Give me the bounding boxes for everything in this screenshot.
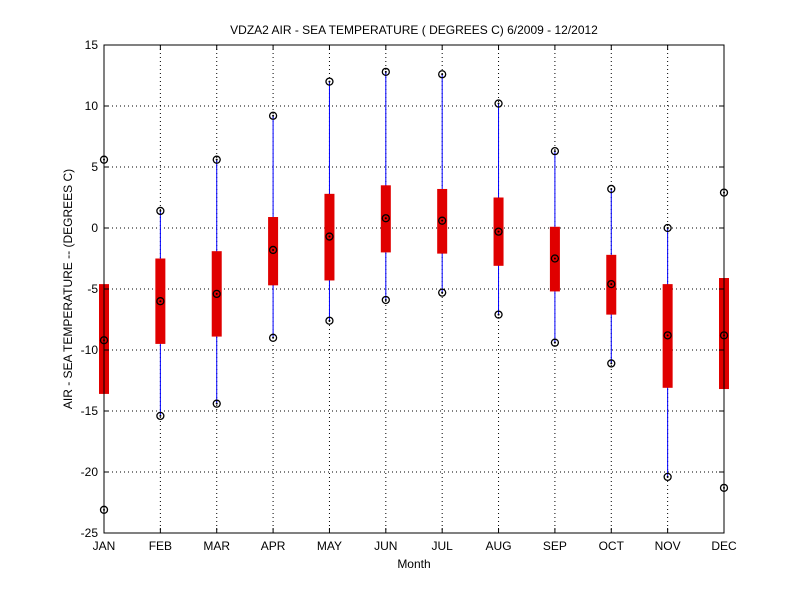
y-tick-label: -25: [81, 526, 99, 540]
median-marker-dot-mar: [215, 292, 218, 295]
median-marker-dot-nov: [666, 334, 669, 337]
median-marker-may: [325, 232, 334, 241]
iqr-box-apr: [268, 217, 279, 286]
max-marker-dot-aug: [497, 102, 500, 105]
x-axis-title: Month: [397, 557, 430, 571]
x-tick-label: MAY: [317, 539, 342, 553]
x-tick-label: NOV: [655, 539, 681, 553]
median-marker-dot-apr: [272, 248, 275, 251]
min-marker-nov: [663, 472, 672, 482]
y-tick-label: -20: [81, 465, 99, 479]
min-marker-dot-sep: [553, 341, 556, 344]
min-marker-dot-apr: [272, 336, 275, 339]
y-axis-title: AIR - SEA TEMPERATURE -- (DEGREES C): [61, 169, 75, 409]
min-marker-dot-feb: [159, 414, 162, 417]
max-marker-sep: [550, 146, 560, 156]
min-marker-aug: [494, 310, 503, 319]
x-tick-label: JUL: [432, 539, 454, 553]
x-tick-label: OCT: [599, 539, 625, 553]
median-marker-feb: [156, 297, 165, 306]
median-marker-jun: [381, 214, 390, 223]
min-marker-feb: [156, 411, 165, 421]
axis-ticks: -25 -20 -15 -10 -5 0 5 10 15 JAN FEB MAR APR MAY JUN JU…: [81, 38, 737, 553]
min-marker-jun: [381, 295, 390, 305]
min-marker-oct: [607, 359, 616, 368]
x-tick-label: AUG: [486, 539, 512, 553]
median-marker-mar: [212, 289, 221, 299]
x-tick-label: JAN: [93, 539, 116, 553]
max-marker-oct: [607, 184, 616, 194]
x-tick-label: DEC: [711, 539, 737, 553]
y-tick-label: 5: [91, 160, 98, 174]
median-marker-dot-aug: [497, 230, 500, 233]
y-tick-label: -5: [87, 282, 98, 296]
median-marker-oct: [607, 279, 616, 289]
median-marker-dot-sep: [553, 257, 556, 260]
max-marker-dot-jun: [384, 70, 387, 73]
max-marker-nov: [663, 223, 672, 233]
x-tick-label: APR: [261, 539, 286, 553]
median-marker-dot-jul: [441, 219, 444, 222]
median-marker-apr: [268, 245, 278, 255]
min-marker-mar: [212, 399, 221, 408]
median-marker-dot-oct: [610, 283, 613, 286]
max-marker-dot-mar: [215, 158, 218, 161]
median-marker-dot-feb: [159, 300, 162, 303]
max-marker-aug: [494, 99, 503, 108]
max-marker-mar: [212, 155, 221, 164]
x-tick-label: JUN: [374, 539, 397, 553]
min-marker-dot-oct: [610, 362, 613, 365]
min-marker-dot-mar: [215, 402, 218, 405]
min-marker-may: [325, 316, 334, 325]
median-marker-dot-jun: [384, 217, 387, 220]
max-marker-dot-jul: [441, 73, 444, 76]
max-marker-dot-sep: [553, 150, 556, 153]
median-marker-jul: [438, 216, 447, 225]
max-marker-jul: [438, 70, 447, 79]
y-tick-label: -10: [81, 343, 99, 357]
y-tick-label: 10: [85, 99, 99, 113]
y-tick-label: -15: [81, 404, 99, 418]
min-marker-dot-may: [328, 319, 331, 322]
chart-title: VDZA2 AIR - SEA TEMPERATURE ( DEGREES C)…: [230, 23, 598, 37]
max-marker-apr: [268, 111, 278, 120]
min-marker-dot-jun: [384, 298, 387, 301]
median-marker-aug: [494, 227, 503, 236]
max-marker-dot-feb: [159, 209, 162, 212]
median-marker-dot-may: [328, 235, 331, 238]
median-marker-nov: [663, 331, 672, 340]
y-tick-label: 15: [85, 38, 99, 52]
min-marker-dot-jul: [441, 291, 444, 294]
y-tick-label: 0: [91, 221, 98, 235]
max-marker-dot-oct: [610, 187, 613, 190]
min-marker-dot-aug: [497, 313, 500, 316]
max-marker-dot-may: [328, 80, 331, 83]
median-marker-sep: [550, 254, 560, 263]
max-marker-jun: [381, 67, 390, 76]
min-marker-apr: [268, 333, 278, 342]
max-marker-feb: [156, 206, 165, 216]
min-marker-jul: [438, 288, 447, 297]
max-marker-may: [325, 77, 334, 86]
max-marker-dot-nov: [666, 227, 669, 229]
x-tick-label: SEP: [543, 539, 567, 553]
min-marker-dot-nov: [666, 475, 669, 478]
max-marker-dot-apr: [272, 114, 275, 117]
min-marker-sep: [550, 338, 560, 347]
x-tick-label: MAR: [203, 539, 230, 553]
x-tick-label: FEB: [149, 539, 172, 553]
